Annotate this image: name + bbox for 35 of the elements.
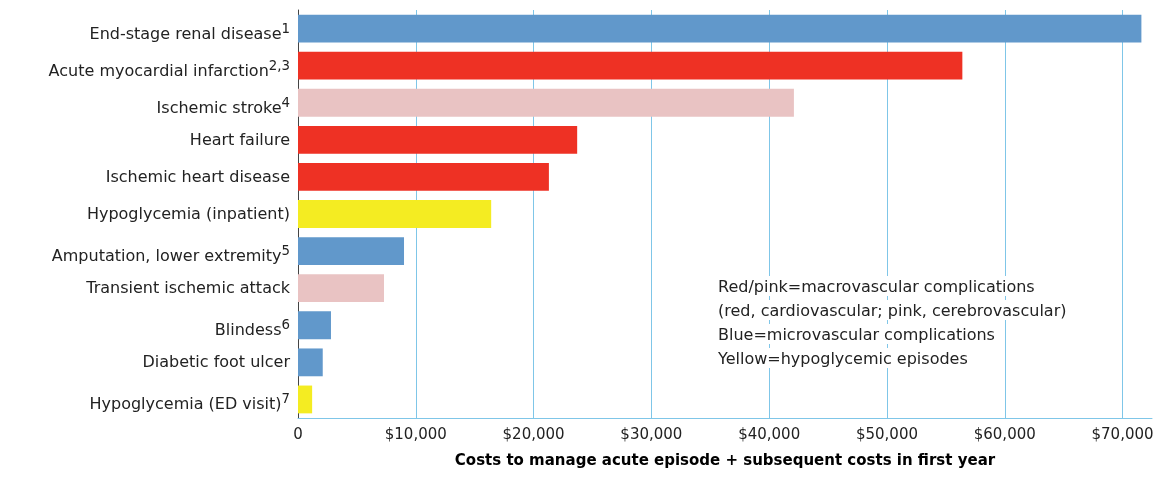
x-tick-label: $70,000 — [1091, 424, 1154, 443]
bar — [298, 14, 1142, 43]
bar — [298, 163, 549, 191]
x-tick-label: $30,000 — [620, 424, 683, 443]
bar — [298, 88, 794, 117]
annotation: Blue=microvascular complications — [718, 324, 995, 344]
y-tick-label: End-stage renal disease$^{1}$ — [89, 19, 290, 45]
x-tick-label: $60,000 — [973, 424, 1036, 443]
y-tick-label: Transient ischemic attack — [86, 277, 290, 300]
y-tick-label: Ischemic stroke$^{4}$ — [156, 93, 290, 120]
x-tick-label: $10,000 — [384, 424, 447, 443]
annotation: Red/pink=macrovascular complications — [718, 276, 1035, 296]
bar — [298, 274, 384, 303]
y-tick-label: Blindess$^{6}$ — [214, 316, 290, 342]
y-tick-label: Acute myocardial infarction$^{2,3}$ — [48, 56, 290, 82]
x-tick-label: 0 — [293, 424, 303, 443]
y-tick-label: Heart failure — [189, 128, 290, 151]
bar — [298, 51, 963, 80]
bar — [298, 311, 331, 340]
annotation: Yellow=hypoglycemic episodes — [717, 348, 968, 368]
y-tick-label: Hypoglycemia (inpatient) — [86, 203, 290, 225]
annotation: (red, cardiovascular; pink, cerebrovascular) — [718, 300, 1067, 320]
bar — [298, 348, 323, 377]
y-tick-label: Diabetic foot ulcer — [142, 351, 290, 374]
x-tick-label: $20,000 — [502, 424, 565, 443]
bar — [298, 200, 492, 228]
x-tick-label: $40,000 — [738, 424, 801, 443]
bar — [298, 125, 578, 154]
y-tick-label: Hypoglycemia (ED visit)$^{7}$ — [89, 390, 290, 416]
x-tick-label: $50,000 — [855, 424, 918, 443]
y-tick-label: Ischemic heart disease — [105, 165, 290, 188]
bar — [298, 237, 405, 265]
x-axis-title: Costs to manage acute episode + subsequent costs in first year — [454, 450, 996, 469]
bar — [298, 385, 313, 414]
y-tick-label: Amputation, lower extremity$^{5}$ — [51, 242, 290, 268]
